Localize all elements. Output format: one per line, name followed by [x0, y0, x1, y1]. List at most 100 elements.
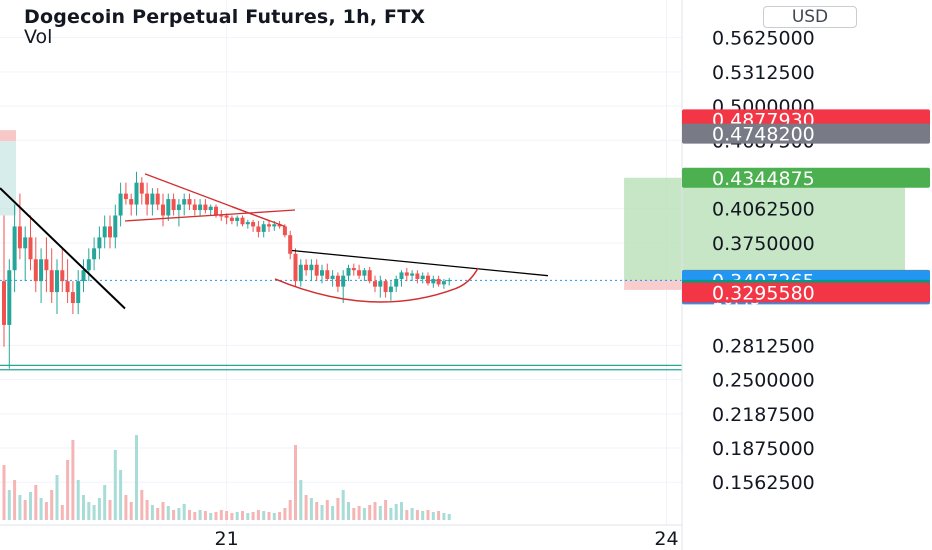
candle-body	[208, 206, 213, 211]
candle-body	[261, 224, 266, 232]
price-tick-label: 0.2812500	[712, 335, 815, 357]
volume-bar	[400, 502, 403, 520]
candle-body	[176, 204, 181, 211]
candle-body	[282, 226, 287, 236]
volume-bar	[378, 506, 382, 520]
candle-body	[139, 182, 144, 194]
price-label-box	[682, 123, 930, 144]
candle-body	[420, 275, 425, 279]
left-stop-zone	[0, 130, 16, 142]
volume-bar	[108, 500, 112, 520]
volume-bar	[309, 498, 313, 520]
volume-bar	[182, 504, 186, 520]
volume-bar	[341, 490, 345, 520]
candle-body	[182, 199, 187, 205]
candle-body	[123, 193, 128, 200]
candle-body	[76, 281, 81, 304]
candle-body	[102, 226, 107, 238]
volume-bar	[113, 450, 117, 520]
candle-body	[309, 264, 314, 271]
candle-body	[410, 273, 415, 276]
candle-body	[166, 199, 171, 216]
volume-bar	[124, 495, 128, 520]
candle-body	[219, 215, 224, 217]
volume-bar	[230, 513, 234, 520]
volume-bar	[76, 480, 80, 520]
candle-body	[426, 275, 430, 284]
volume-bar	[421, 511, 425, 520]
volume-bar	[129, 502, 133, 520]
candle-body	[298, 264, 303, 282]
volume-bar	[193, 512, 197, 520]
volume-bar	[119, 470, 123, 520]
volume-bar	[246, 513, 250, 520]
candle-body	[145, 193, 150, 205]
candle-body	[288, 235, 293, 254]
candle-body	[86, 259, 91, 271]
candle-body	[325, 270, 330, 279]
volume-bar	[7, 490, 11, 520]
candle-body	[447, 280, 452, 282]
volume-bar	[71, 440, 75, 520]
candle-body	[388, 286, 393, 293]
volume-bar	[442, 513, 446, 520]
candle-body	[245, 222, 250, 225]
volume-bar	[447, 514, 451, 520]
volume-bar	[172, 510, 176, 520]
candle-body	[362, 270, 367, 276]
price-label-box	[682, 282, 930, 303]
volume-bar	[103, 485, 107, 520]
price-label-text: 0.3295580	[712, 283, 815, 305]
candle-body	[293, 253, 298, 282]
candle-body	[335, 275, 340, 287]
candle-body	[320, 270, 324, 276]
candle-body	[383, 281, 388, 293]
volume-bar	[235, 512, 239, 520]
candle-body	[17, 226, 22, 249]
candle-body	[229, 217, 234, 221]
volume-bar	[362, 508, 366, 520]
volume-bar	[368, 505, 372, 520]
volume-bar	[278, 512, 282, 520]
candle-body	[346, 268, 351, 276]
volume-bar	[225, 511, 229, 520]
volume-bar	[304, 495, 308, 520]
volume-bar	[431, 512, 435, 520]
volume-bar	[256, 510, 260, 520]
candle-body	[12, 226, 17, 271]
volume-bar	[299, 480, 303, 520]
candle-body	[304, 264, 309, 271]
candle-body	[404, 272, 409, 276]
candle-body	[155, 193, 160, 205]
candle-body	[171, 199, 176, 211]
candle-body	[240, 217, 245, 225]
price-tick-label: 0.4062500	[712, 199, 815, 221]
volume-bar	[219, 510, 223, 520]
volume-bar	[13, 480, 17, 520]
volume-bar	[203, 511, 207, 520]
candle-body	[214, 206, 218, 216]
left-target-zone	[0, 141, 16, 216]
price-tick-label: 0.2187500	[712, 404, 815, 426]
volume-bar	[283, 508, 287, 520]
price-label-box	[682, 167, 930, 188]
candle-body	[7, 270, 12, 325]
candle-body	[198, 204, 203, 211]
volume-bar	[373, 502, 377, 520]
price-tick-label: 0.5625000	[712, 28, 815, 50]
candle-body	[351, 268, 356, 271]
price-label-text: 0.4344875	[712, 168, 815, 190]
candle-body	[256, 226, 261, 232]
candle-body	[65, 281, 70, 293]
cup-curve	[274, 267, 479, 303]
candle-body	[394, 278, 399, 287]
volume-bar	[140, 490, 144, 520]
currency-selector[interactable]: USD	[763, 6, 857, 28]
candle-body	[431, 278, 436, 284]
volume-bar	[410, 508, 414, 520]
candle-body	[203, 204, 208, 211]
volume-bar	[331, 506, 335, 520]
candle-body	[2, 281, 6, 325]
